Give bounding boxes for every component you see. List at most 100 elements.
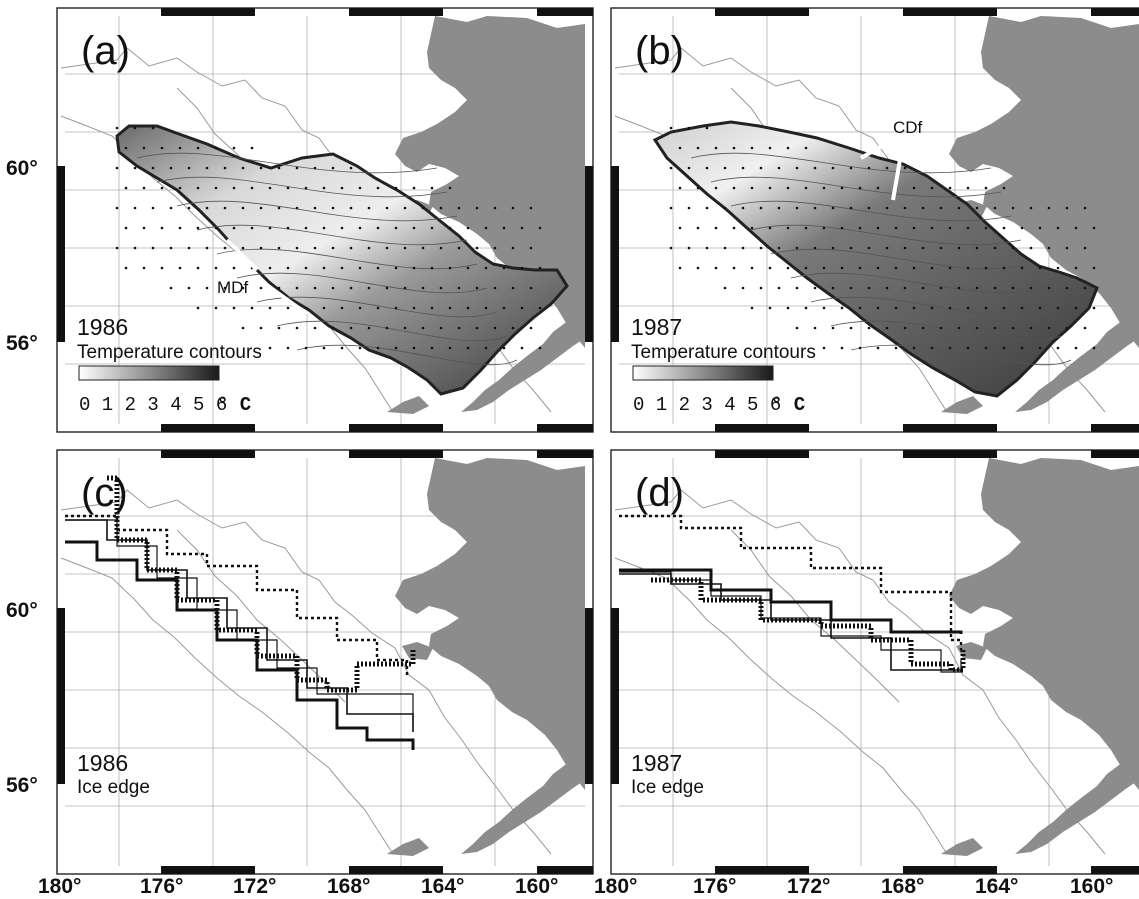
isotherms	[136, 152, 518, 366]
station-dot	[831, 166, 835, 170]
station-dot	[1074, 266, 1078, 270]
station-dot	[903, 286, 907, 290]
station-dot	[286, 346, 290, 350]
station-dot	[867, 286, 871, 290]
station-dot	[903, 166, 907, 170]
station-dot	[885, 246, 889, 250]
station-dot	[921, 326, 925, 330]
station-dot	[912, 266, 916, 270]
lon-label-176-left: 176°	[140, 875, 183, 898]
panel-letter: (d)	[635, 471, 684, 515]
map-area	[614, 16, 1139, 424]
station-dot	[268, 266, 272, 270]
alaska-peninsula	[387, 750, 585, 856]
station-dot	[1020, 306, 1024, 310]
colorbar-unit: ° C	[771, 394, 805, 416]
shelf-contour-line	[60, 489, 552, 855]
station-dot	[223, 206, 227, 210]
station-dot	[268, 306, 272, 310]
station-dot	[687, 206, 691, 210]
station-dot	[1002, 346, 1006, 350]
station-dot	[1092, 266, 1096, 270]
station-dot	[484, 266, 488, 270]
station-dot	[421, 326, 425, 330]
station-dot	[484, 306, 488, 310]
station-dot	[1029, 286, 1033, 290]
station-dot	[430, 306, 434, 310]
shelf-contour-line	[614, 557, 948, 855]
station-dot	[993, 206, 997, 210]
station-dot	[430, 226, 434, 230]
lon-label-172-left: 172°	[233, 875, 276, 898]
station-dot	[214, 186, 218, 190]
station-dot	[223, 246, 227, 250]
station-dot	[331, 326, 335, 330]
station-dot	[493, 326, 497, 330]
station-dot	[1029, 246, 1033, 250]
station-dot	[669, 166, 673, 170]
station-dot	[259, 326, 263, 330]
station-dot	[732, 266, 736, 270]
station-dot	[1002, 186, 1006, 190]
station-dot	[1092, 226, 1096, 230]
station-dot	[313, 166, 317, 170]
station-dot	[412, 266, 416, 270]
station-dot	[511, 206, 515, 210]
station-dot	[448, 306, 452, 310]
lat-label-60-top: 60°	[6, 157, 38, 180]
station-dot	[196, 266, 200, 270]
colorbar: 0 1 2 3 4 5 6° C	[78, 365, 251, 416]
station-dot	[714, 146, 718, 150]
isotherm	[176, 200, 458, 222]
station-dot	[786, 226, 790, 230]
station-dot	[493, 246, 497, 250]
station-dot	[939, 246, 943, 250]
station-dot	[795, 246, 799, 250]
frame-tick	[1091, 8, 1139, 16]
station-dot	[957, 326, 961, 330]
station-dot	[894, 306, 898, 310]
station-dot	[466, 226, 470, 230]
front-arrows: MDf	[217, 238, 309, 316]
colorbar-gradient	[78, 365, 220, 381]
isotherm	[136, 152, 438, 174]
station-dot	[538, 346, 542, 350]
station-dot	[714, 186, 718, 190]
station-dot	[412, 226, 416, 230]
panels: 0 1 2 3 4 5 6° C MDf (a) 1986 Temperature co…	[56, 7, 1139, 875]
isotherm	[830, 320, 1062, 342]
station-dot	[502, 346, 506, 350]
station-dot	[502, 266, 506, 270]
year-label: 1986	[77, 750, 128, 776]
front-label-cdf: CDf	[893, 118, 923, 137]
station-dot	[232, 146, 236, 150]
station-dot	[331, 286, 335, 290]
station-dot	[885, 286, 889, 290]
station-dot	[403, 246, 407, 250]
panel-letter: (a)	[81, 29, 130, 73]
station-dot	[957, 206, 961, 210]
station-dot	[705, 166, 709, 170]
isotherm	[790, 272, 1042, 294]
temperature-contours-label: Temperature contours	[77, 342, 262, 363]
station-dot	[786, 306, 790, 310]
frame-tick	[611, 608, 619, 784]
station-dot	[340, 266, 344, 270]
station-dot	[750, 226, 754, 230]
station-dot	[421, 286, 425, 290]
station-dot	[966, 346, 970, 350]
station-dot	[1065, 206, 1069, 210]
station-dot	[367, 246, 371, 250]
ice-edge-line	[65, 519, 414, 720]
frame-tick	[349, 8, 443, 16]
station-dot	[493, 206, 497, 210]
station-dot	[714, 226, 718, 230]
station-dot	[849, 326, 853, 330]
lon-label-164-right: 164°	[975, 875, 1018, 898]
station-dot	[115, 246, 119, 250]
station-dot	[160, 226, 164, 230]
station-dot	[795, 206, 799, 210]
station-dot	[313, 326, 317, 330]
station-dot	[1092, 346, 1096, 350]
alaska-land	[949, 458, 1139, 790]
